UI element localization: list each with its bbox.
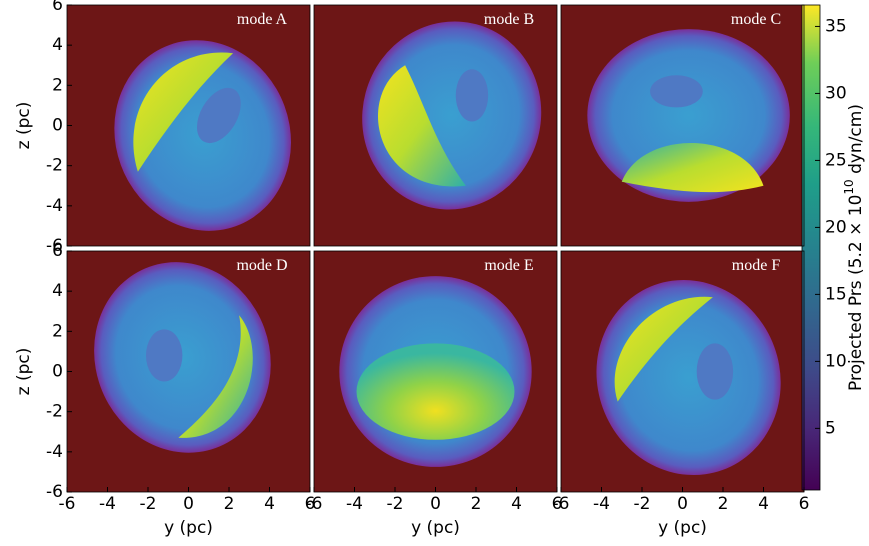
- y-tick-label: 2: [52, 75, 63, 95]
- x-tick-label: 2: [718, 494, 729, 514]
- colorbar-label-text: Projected Prs (5.2 × 10: [846, 195, 866, 391]
- y-tick-label: -2: [46, 156, 63, 176]
- y-tick-label: -4: [46, 196, 63, 216]
- colorbar-tick-label: 15: [825, 284, 847, 304]
- panel-title: mode B: [484, 11, 534, 28]
- panel-title: mode F: [732, 257, 781, 274]
- colorbar: [802, 5, 820, 490]
- panel-title: mode A: [237, 11, 288, 28]
- colorbar-label-unit: dyn/cm): [846, 104, 866, 179]
- colorbar-label-exponent: 10: [842, 179, 856, 194]
- y-tick-label: 0: [52, 116, 63, 136]
- panel-image: [314, 1, 562, 246]
- figure: mode A -6 -4 -2 0 2 4 6 z (pc) mode B mode C mode D…: [0, 0, 869, 546]
- panel-image: [67, 5, 318, 256]
- panel-image: [561, 251, 808, 501]
- x-tick-label: 2: [471, 494, 482, 514]
- x-tick-label: 4: [264, 494, 275, 514]
- panel-title: mode E: [484, 257, 533, 274]
- colorbar-label: Projected Prs (5.2 × 1010 dyn/cm): [842, 104, 867, 391]
- x-tick-label: -4: [593, 494, 610, 514]
- panel-image: [314, 251, 557, 492]
- x-tick-label: -6: [59, 494, 76, 514]
- x-tick-label: -2: [140, 494, 157, 514]
- x-tick-label: 0: [677, 494, 688, 514]
- y-tick-label: 0: [52, 362, 63, 382]
- y-tick-label: 6: [52, 0, 63, 15]
- panel-title: mode C: [731, 11, 781, 28]
- y-tick-label: 2: [52, 321, 63, 341]
- y-tick-label: 4: [52, 35, 63, 55]
- colorbar-tick-label: 5: [825, 418, 836, 438]
- colorbar-tick-label: 20: [825, 217, 847, 237]
- panel-image: [67, 237, 310, 492]
- y-tick-label: 6: [52, 241, 63, 261]
- colorbar-tick-label: 25: [825, 150, 847, 170]
- panel-image: [561, 5, 804, 246]
- x-axis-label: y (pc): [411, 518, 460, 538]
- x-tick-label: 4: [511, 494, 522, 514]
- x-tick-label: 0: [430, 494, 441, 514]
- colorbar-tick-label: 10: [825, 351, 847, 371]
- x-tick-label: 6: [799, 494, 810, 514]
- y-axis-label: z (pc): [14, 102, 34, 150]
- x-axis-label: y (pc): [658, 518, 707, 538]
- x-tick-label: -4: [346, 494, 363, 514]
- x-tick-label: -2: [634, 494, 651, 514]
- y-axis-label: z (pc): [14, 348, 34, 396]
- panel-title: mode D: [236, 257, 287, 274]
- y-tick-label: -2: [46, 402, 63, 422]
- x-tick-label: -4: [99, 494, 116, 514]
- colorbar-tick-label: 30: [825, 83, 847, 103]
- x-tick-label: -6: [553, 494, 570, 514]
- x-tick-label: -6: [306, 494, 323, 514]
- x-axis-label: y (pc): [164, 518, 213, 538]
- y-tick-label: 4: [52, 281, 63, 301]
- x-tick-label: 2: [224, 494, 235, 514]
- colorbar-tick-label: 35: [825, 16, 847, 36]
- x-tick-label: 0: [183, 494, 194, 514]
- x-tick-label: -2: [387, 494, 404, 514]
- x-tick-label: 4: [758, 494, 769, 514]
- y-tick-label: -4: [46, 442, 63, 462]
